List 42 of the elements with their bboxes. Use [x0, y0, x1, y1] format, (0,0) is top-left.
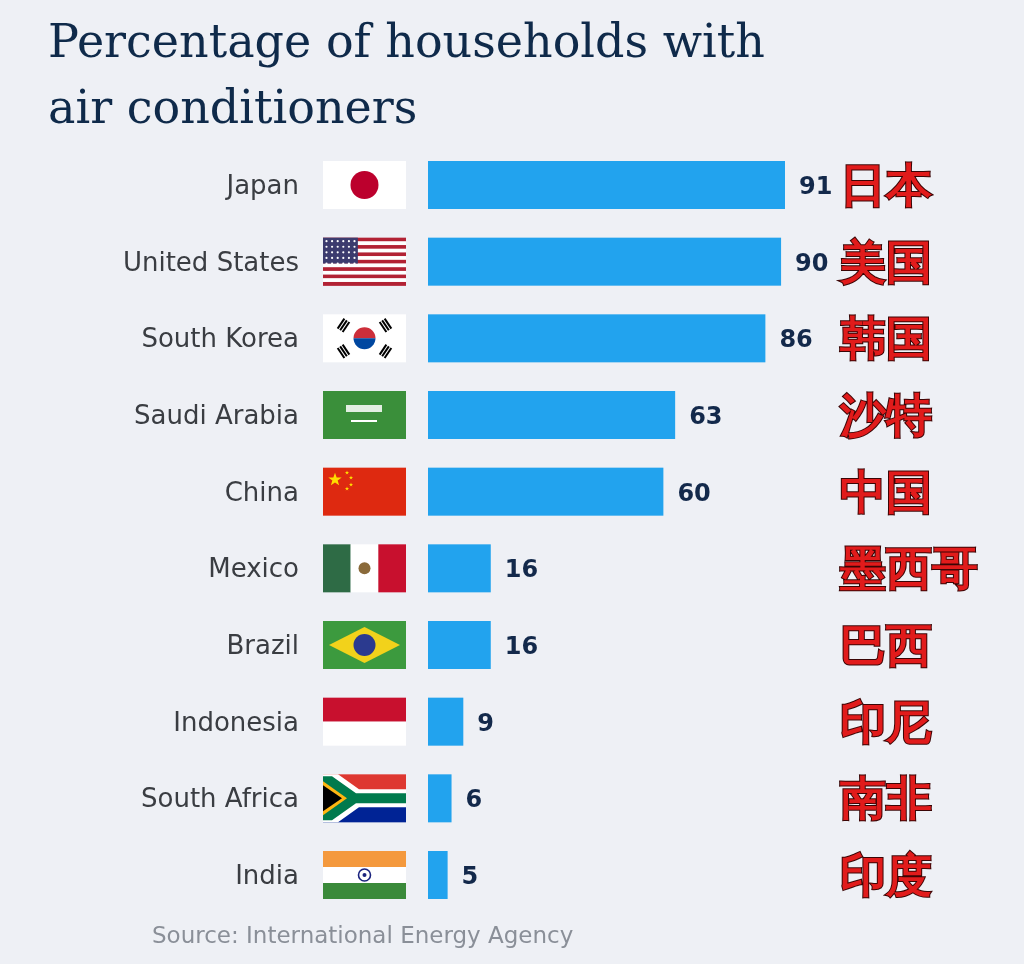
text: 中国: [840, 464, 932, 519]
bar: [428, 621, 491, 669]
text: 印度: [840, 848, 932, 902]
bar: [428, 237, 782, 286]
data-label: 5: [461, 862, 479, 890]
text: 日本: [840, 158, 932, 212]
bar: [428, 697, 464, 746]
bar: [428, 544, 491, 593]
text: 沙特: [839, 388, 932, 442]
text: 巴西: [840, 618, 932, 672]
bar: [428, 391, 676, 439]
text: 印尼: [840, 694, 932, 749]
data-label: 6: [465, 785, 483, 814]
data-label: 16: [504, 555, 539, 584]
text: 美国: [839, 234, 932, 289]
bar: [428, 851, 448, 899]
data-label: 16: [504, 632, 539, 660]
y-tick-label: South Africa: [141, 783, 299, 814]
source-note: Source: International Energy Agency: [152, 922, 574, 948]
data-label: 90: [795, 248, 829, 277]
y-tick-label: China: [224, 476, 299, 507]
data-label: 91: [799, 172, 833, 200]
text: 韩国: [840, 311, 932, 366]
title: Percentage of households with air conditioners: [48, 14, 765, 134]
bar: [428, 467, 664, 516]
y-tick-label: Saudi Arabia: [134, 400, 299, 430]
bar: [428, 161, 785, 209]
y-tick-label: United States: [122, 246, 299, 277]
y-tick-label: Brazil: [226, 630, 299, 660]
y-tick-label: South Korea: [141, 323, 299, 354]
y-tick-label: Indonesia: [173, 706, 299, 737]
data-label: 9: [477, 708, 495, 737]
y-tick-label: India: [235, 860, 299, 890]
data-label: 86: [779, 325, 813, 354]
data-label: 60: [677, 478, 711, 507]
text: 南非: [840, 771, 932, 826]
bar: [428, 774, 452, 823]
y-tick-label: Mexico: [208, 553, 299, 584]
text: 墨西哥: [839, 541, 978, 596]
y-tick-label: Japan: [224, 170, 299, 200]
data-label: 63: [689, 402, 723, 430]
bar: [428, 314, 766, 363]
